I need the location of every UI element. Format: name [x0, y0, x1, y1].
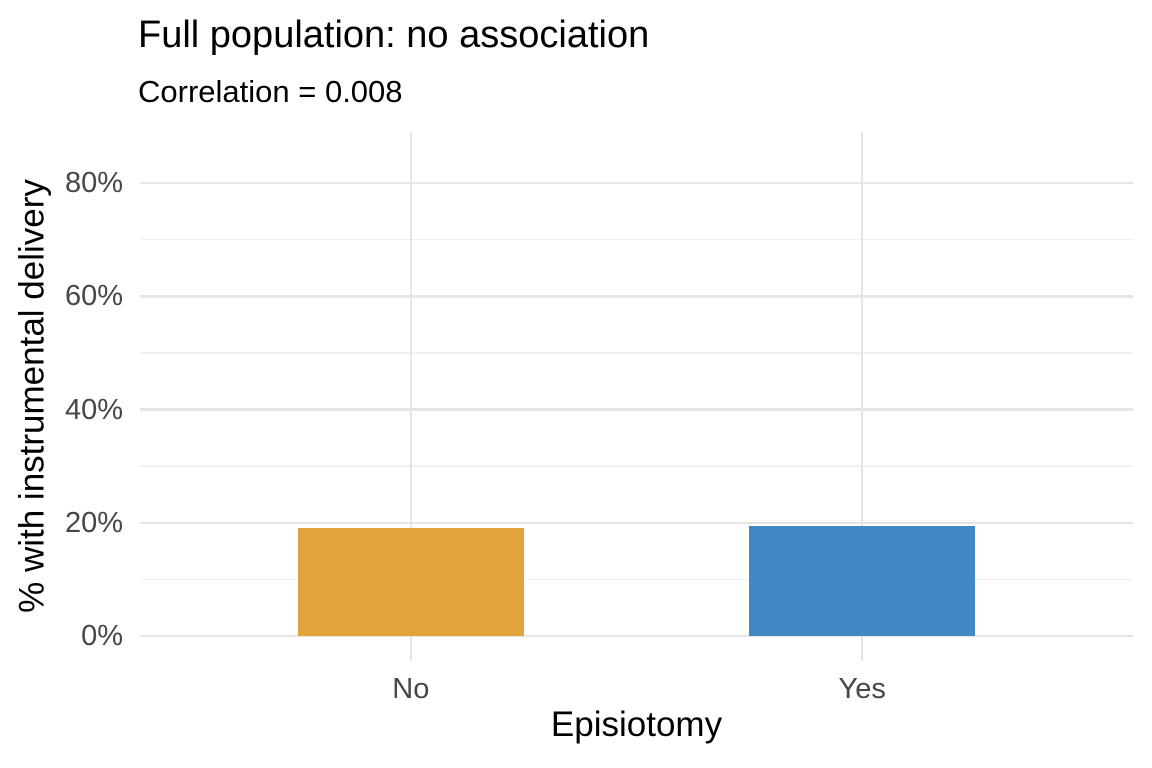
chart-title: Full population: no association	[138, 14, 650, 56]
gridline-major	[140, 295, 1133, 298]
gridline-minor	[140, 465, 1133, 467]
y-tick-label-0: 0%	[81, 620, 123, 653]
y-tick-label-60: 60%	[64, 280, 123, 313]
gridline-minor	[140, 578, 1133, 581]
bar-no	[297, 528, 524, 637]
gridline-minor	[140, 352, 1133, 354]
y-tick-label-40: 40%	[64, 393, 123, 426]
gridline-vertical	[860, 132, 864, 661]
y-tick-label-80: 80%	[64, 166, 123, 199]
gridline-major	[140, 521, 1133, 525]
gridline-major	[140, 408, 1133, 411]
x-tick-label-yes: Yes	[838, 673, 886, 705]
chart-subtitle: Correlation = 0.008	[138, 74, 403, 109]
gridline-vertical	[409, 132, 413, 661]
gridline-major	[140, 181, 1133, 185]
bar-yes	[749, 525, 975, 637]
y-tick-label-20: 20%	[64, 506, 123, 539]
x-axis-title: Episiotomy	[550, 705, 723, 744]
gridline-minor	[140, 238, 1133, 241]
x-tick-label-no: No	[392, 673, 430, 705]
plot-panel	[140, 132, 1133, 661]
gridline-major	[140, 634, 1133, 638]
